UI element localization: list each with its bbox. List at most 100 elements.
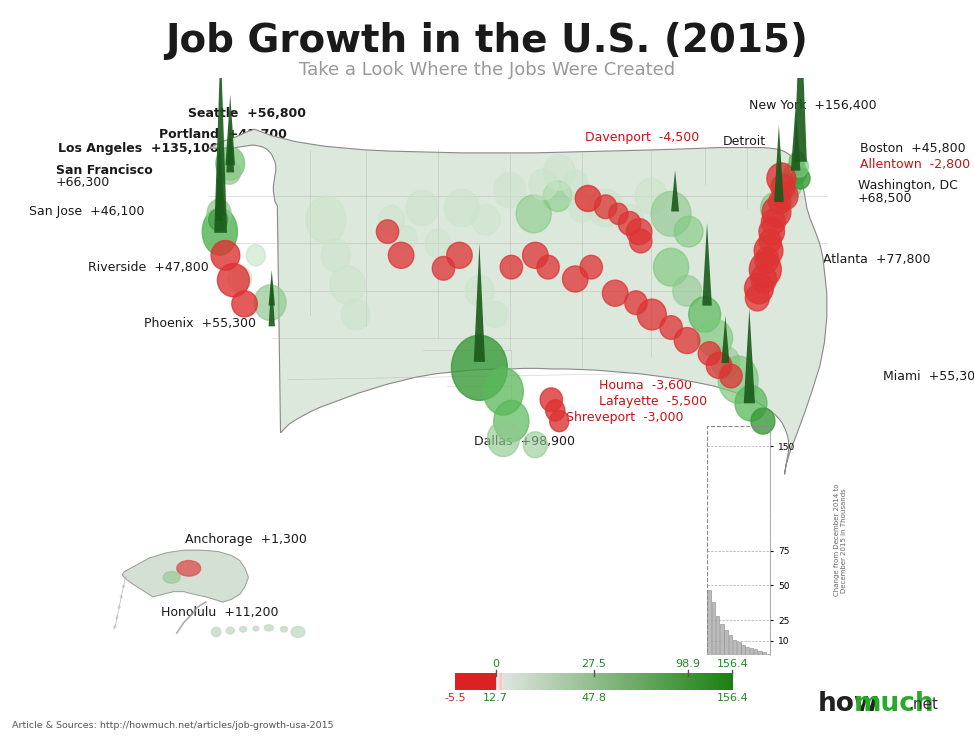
Text: -5.5: -5.5: [444, 693, 466, 704]
Ellipse shape: [541, 388, 562, 411]
Ellipse shape: [629, 229, 652, 253]
Bar: [707, 590, 711, 655]
Ellipse shape: [125, 576, 127, 579]
Text: Anchorage  +1,300: Anchorage +1,300: [185, 533, 307, 546]
Text: Allentown  -2,800: Allentown -2,800: [860, 158, 970, 171]
Text: +39,600: +39,600: [723, 147, 777, 161]
Polygon shape: [269, 270, 275, 306]
Text: 27.5: 27.5: [581, 659, 606, 669]
Ellipse shape: [609, 204, 628, 224]
Ellipse shape: [529, 169, 558, 200]
Ellipse shape: [120, 596, 123, 598]
Bar: [750, 648, 753, 655]
Text: Davenport  -4,500: Davenport -4,500: [585, 130, 699, 144]
Bar: [729, 636, 732, 655]
Ellipse shape: [569, 194, 594, 222]
Ellipse shape: [602, 280, 628, 306]
Ellipse shape: [626, 218, 652, 245]
Ellipse shape: [761, 192, 789, 223]
Ellipse shape: [638, 299, 666, 330]
Ellipse shape: [379, 206, 404, 234]
Ellipse shape: [537, 255, 559, 279]
Ellipse shape: [549, 411, 569, 431]
Polygon shape: [744, 309, 755, 403]
Ellipse shape: [711, 346, 740, 377]
Text: Atlanta  +77,800: Atlanta +77,800: [823, 252, 930, 266]
Ellipse shape: [651, 192, 691, 236]
Text: Phoenix  +55,300: Phoenix +55,300: [144, 317, 256, 330]
Ellipse shape: [207, 199, 231, 229]
Ellipse shape: [118, 606, 120, 608]
Text: Honolulu  +11,200: Honolulu +11,200: [161, 606, 279, 619]
Text: +68,500: +68,500: [858, 192, 913, 205]
Ellipse shape: [487, 421, 519, 457]
Text: 156.4: 156.4: [717, 659, 748, 669]
Bar: [763, 652, 766, 655]
Ellipse shape: [471, 204, 501, 235]
Ellipse shape: [216, 147, 244, 180]
Ellipse shape: [618, 212, 641, 235]
Ellipse shape: [543, 155, 576, 190]
Ellipse shape: [762, 209, 785, 235]
Ellipse shape: [744, 273, 773, 304]
Ellipse shape: [291, 627, 305, 637]
Ellipse shape: [706, 352, 731, 378]
Bar: [712, 602, 715, 655]
Ellipse shape: [211, 240, 240, 270]
Ellipse shape: [735, 386, 767, 421]
Ellipse shape: [767, 163, 796, 194]
Text: Portland  +41,700: Portland +41,700: [159, 127, 286, 141]
Ellipse shape: [751, 408, 775, 434]
Ellipse shape: [755, 247, 779, 273]
Text: San Francisco: San Francisco: [56, 164, 152, 177]
Polygon shape: [791, 106, 801, 171]
Ellipse shape: [281, 627, 287, 632]
Polygon shape: [123, 551, 248, 602]
Polygon shape: [269, 279, 275, 326]
Ellipse shape: [576, 186, 601, 212]
Ellipse shape: [697, 319, 732, 357]
Bar: [754, 649, 758, 655]
Ellipse shape: [718, 356, 758, 403]
Text: 98.9: 98.9: [676, 659, 700, 669]
Text: Miami  +55,300: Miami +55,300: [883, 369, 974, 383]
Polygon shape: [207, 130, 827, 474]
Ellipse shape: [254, 285, 286, 320]
Polygon shape: [671, 170, 679, 212]
Ellipse shape: [772, 183, 798, 209]
Bar: [767, 653, 770, 655]
Ellipse shape: [211, 628, 221, 636]
Ellipse shape: [376, 220, 398, 243]
Ellipse shape: [594, 195, 617, 218]
Ellipse shape: [751, 265, 776, 293]
Text: +38,800: +38,800: [737, 344, 792, 357]
Ellipse shape: [217, 263, 249, 297]
Text: San Jose  +46,100: San Jose +46,100: [29, 204, 144, 218]
Ellipse shape: [720, 364, 742, 388]
Text: Tampa: Tampa: [737, 332, 778, 345]
Bar: [732, 639, 736, 655]
Text: +66,300: +66,300: [56, 176, 110, 189]
Ellipse shape: [341, 299, 370, 330]
Ellipse shape: [425, 229, 451, 258]
Ellipse shape: [482, 301, 508, 328]
Ellipse shape: [447, 242, 472, 269]
Ellipse shape: [789, 156, 808, 177]
Bar: [725, 630, 728, 655]
Bar: [720, 625, 724, 655]
Polygon shape: [702, 223, 712, 306]
Ellipse shape: [754, 235, 783, 266]
Ellipse shape: [494, 400, 529, 442]
Ellipse shape: [465, 275, 494, 306]
Text: Shreveport  -3,000: Shreveport -3,000: [566, 411, 684, 424]
Ellipse shape: [116, 616, 118, 619]
Ellipse shape: [635, 178, 667, 214]
Polygon shape: [473, 243, 485, 362]
Ellipse shape: [228, 266, 251, 292]
Text: much: much: [854, 691, 935, 718]
Ellipse shape: [114, 625, 116, 628]
Ellipse shape: [516, 195, 551, 233]
Ellipse shape: [654, 248, 689, 286]
Ellipse shape: [522, 242, 548, 269]
Ellipse shape: [660, 316, 682, 340]
